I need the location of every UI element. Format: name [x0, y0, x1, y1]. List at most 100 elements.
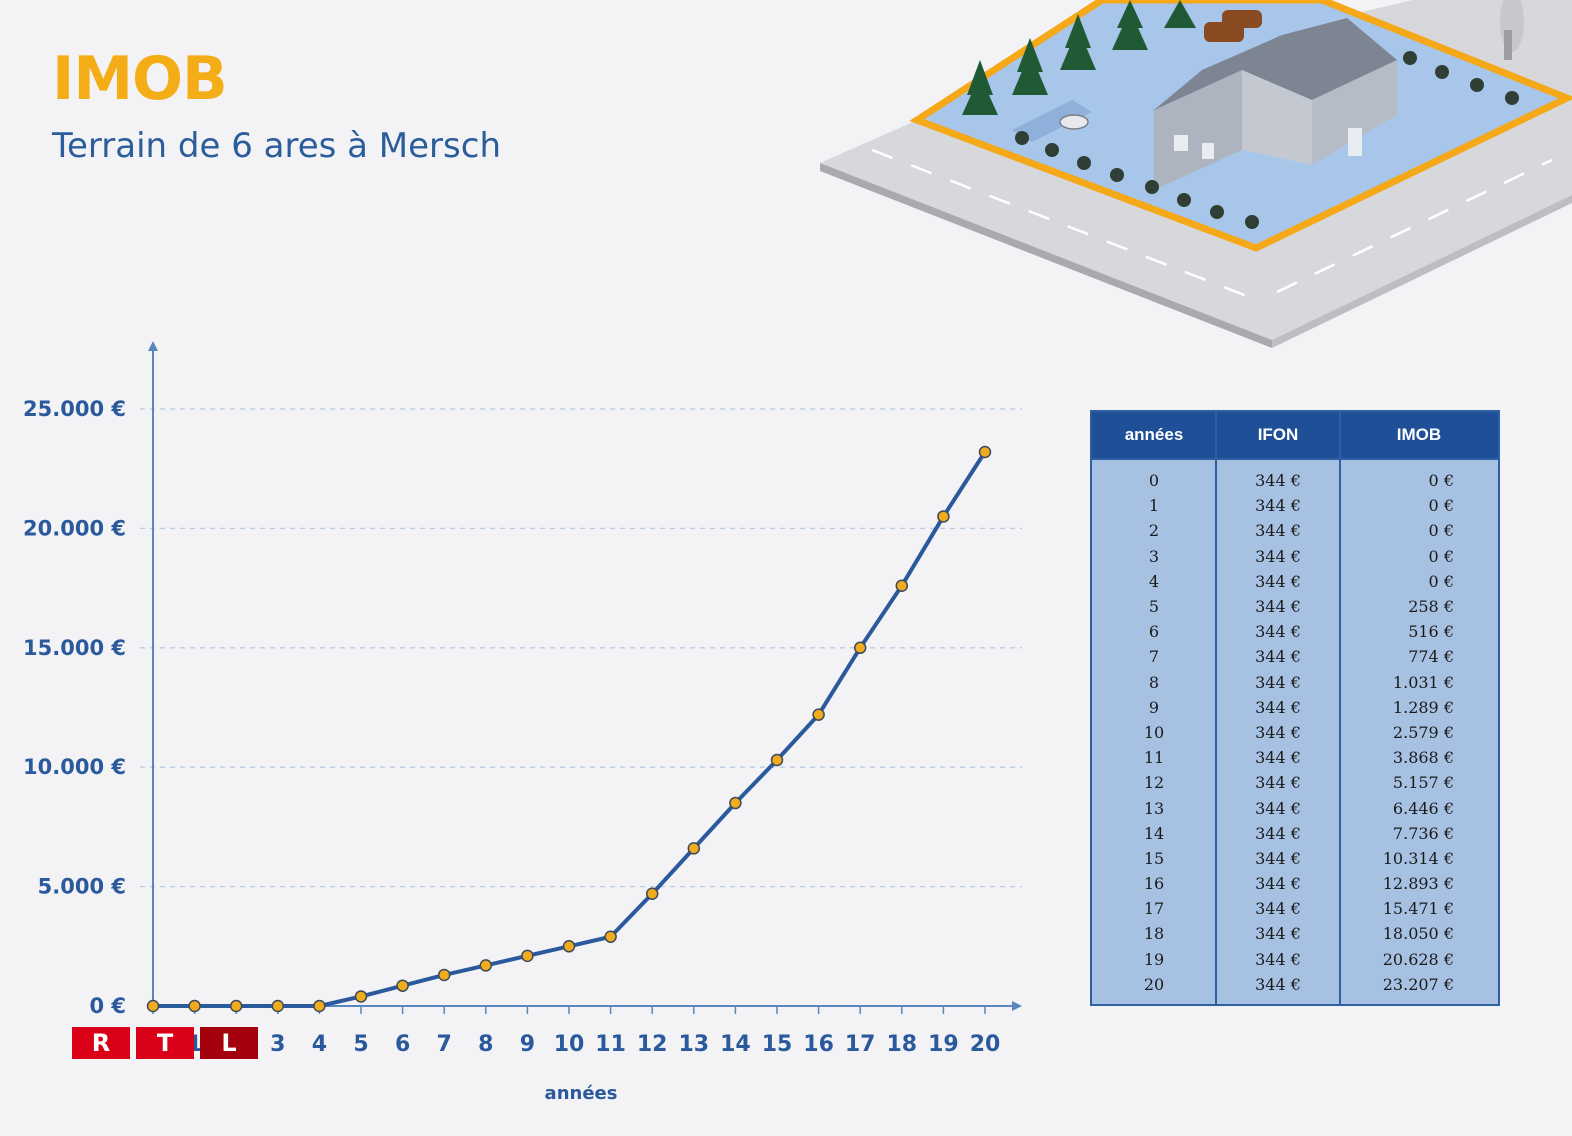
cell-ifon: 344 €: [1255, 521, 1301, 541]
x-tick-label: 17: [845, 1032, 876, 1057]
x-tick-label: 7: [437, 1032, 452, 1057]
data-point: [645, 887, 659, 901]
column-header-ifon: IFON: [1257, 425, 1299, 444]
table-row: 5 344 € 258 €: [1092, 594, 1498, 619]
cell-ifon: 344 €: [1255, 899, 1301, 919]
table-row: 11 344 € 3.868 €: [1092, 745, 1498, 770]
cell-imob: 7.736 €: [1392, 823, 1454, 843]
cell-imob: 12.893 €: [1382, 874, 1454, 894]
cell-ifon: 344 €: [1255, 722, 1301, 742]
x-axis-label: années: [545, 1083, 618, 1104]
data-point: [562, 940, 576, 953]
cell-annees: 4: [1148, 571, 1160, 591]
cell-imob: 3.868 €: [1392, 748, 1454, 768]
page-subtitle: Terrain de 6 ares à Mersch: [52, 126, 501, 166]
column-header-imob: IMOB: [1396, 425, 1442, 444]
data-point: [687, 842, 701, 855]
cell-ifon: 344 €: [1255, 622, 1301, 642]
y-tick-label: 5.000 €: [38, 875, 126, 899]
x-tick-label: 18: [886, 1032, 917, 1057]
cell-annees: 0: [1148, 471, 1160, 491]
data-point: [937, 510, 950, 523]
chart-gridlines: [140, 408, 1022, 888]
x-tick-label: 13: [678, 1032, 709, 1057]
cell-imob: 10.314 €: [1382, 848, 1454, 868]
y-tick-label: 20.000 €: [23, 516, 126, 540]
table-body: 0 344 € 0 € 1 344 € 0 € 2 344 € 0 € 3 344 € 0 € 4 344…: [1092, 460, 1498, 1004]
cell-ifon: 344 €: [1255, 571, 1301, 591]
data-point: [396, 979, 409, 992]
table-row: 3 344 € 0 €: [1092, 544, 1498, 569]
table-row: 10 344 € 2.579 €: [1092, 720, 1498, 745]
rtl-logo-r: R: [72, 1027, 130, 1059]
data-point: [146, 999, 160, 1013]
cell-imob: 0 €: [1428, 521, 1454, 541]
x-tick-label: 14: [720, 1032, 751, 1057]
cell-ifon: 344 €: [1255, 974, 1301, 994]
cell-imob: 516 €: [1408, 622, 1454, 642]
table-row: 1 344 € 0 €: [1092, 493, 1498, 518]
data-point: [853, 641, 867, 655]
cell-annees: 17: [1143, 899, 1165, 919]
table-row: 17 344 € 15.471 €: [1092, 896, 1498, 921]
cell-annees: 13: [1143, 798, 1165, 818]
data-point: [229, 999, 243, 1013]
table-row: 19 344 € 20.628 €: [1092, 947, 1498, 972]
cell-annees: 10: [1143, 722, 1165, 742]
cell-ifon: 344 €: [1255, 672, 1301, 692]
table-header: années IFON IMOB: [1092, 412, 1498, 460]
table-row: 18 344 € 18.050 €: [1092, 921, 1498, 946]
data-point: [770, 753, 784, 767]
cell-annees: 1: [1148, 496, 1160, 516]
data-point: [271, 999, 285, 1013]
cell-ifon: 344 €: [1255, 823, 1301, 843]
cell-ifon: 344 €: [1255, 597, 1301, 617]
x-tick-label: 6: [395, 1032, 410, 1057]
rtl-logo-t: T: [136, 1027, 194, 1059]
cell-annees: 18: [1143, 924, 1165, 944]
y-tick-labels: 0 € 5.000 € 10.000 € 15.000 € 20.000 € 25.000…: [23, 397, 126, 1018]
cell-ifon: 344 €: [1255, 546, 1301, 566]
table-row: 2 344 € 0 €: [1092, 518, 1498, 543]
cell-ifon: 344 €: [1255, 798, 1301, 818]
data-point: [354, 990, 368, 1003]
table-row: 4 344 € 0 €: [1092, 569, 1498, 594]
y-tick-label: 15.000 €: [23, 636, 126, 660]
x-tick-label: 9: [520, 1032, 535, 1057]
cell-annees: 14: [1143, 823, 1165, 843]
cell-imob: 5.157 €: [1392, 773, 1454, 793]
x-tick-label: 3: [270, 1032, 285, 1057]
table-row: 16 344 € 12.893 €: [1092, 871, 1498, 896]
x-tick-label: 19: [928, 1032, 959, 1057]
cell-ifon: 344 €: [1255, 924, 1301, 944]
x-tick-label: 15: [762, 1032, 793, 1057]
cell-ifon: 344 €: [1255, 848, 1301, 868]
x-tick-label: 16: [803, 1032, 834, 1057]
imob-series-markers: [146, 445, 992, 1013]
x-tick-labels: 01234567891011121314151617181920: [145, 1006, 1000, 1057]
cell-annees: 5: [1148, 597, 1160, 617]
cell-ifon: 344 €: [1255, 471, 1301, 491]
rtl-logo: R T L: [72, 1027, 258, 1059]
y-tick-label: 10.000 €: [23, 755, 126, 779]
cell-annees: 16: [1143, 874, 1165, 894]
cell-imob: 0 €: [1428, 546, 1454, 566]
x-tick-label: 10: [554, 1032, 585, 1057]
cell-annees: 3: [1148, 546, 1160, 566]
y-tick-label: 0 €: [89, 994, 126, 1018]
cell-ifon: 344 €: [1255, 748, 1301, 768]
cell-ifon: 344 €: [1255, 773, 1301, 793]
cell-annees: 15: [1143, 848, 1165, 868]
cell-imob: 0 €: [1428, 496, 1454, 516]
x-tick-label: 8: [478, 1032, 493, 1057]
table-row: 14 344 € 7.736 €: [1092, 821, 1498, 846]
data-point: [479, 959, 493, 972]
cell-ifon: 344 €: [1255, 874, 1301, 894]
cell-imob: 15.471 €: [1382, 899, 1454, 919]
data-point: [895, 579, 909, 592]
cell-ifon: 344 €: [1255, 949, 1301, 969]
table-row: 6 344 € 516 €: [1092, 619, 1498, 644]
imob-line-chart: 0 € 5.000 € 10.000 € 15.000 € 20.000 € 25.000…: [23, 341, 1022, 1104]
cell-imob: 1.031 €: [1392, 672, 1454, 692]
x-tick-label: 4: [312, 1032, 327, 1057]
